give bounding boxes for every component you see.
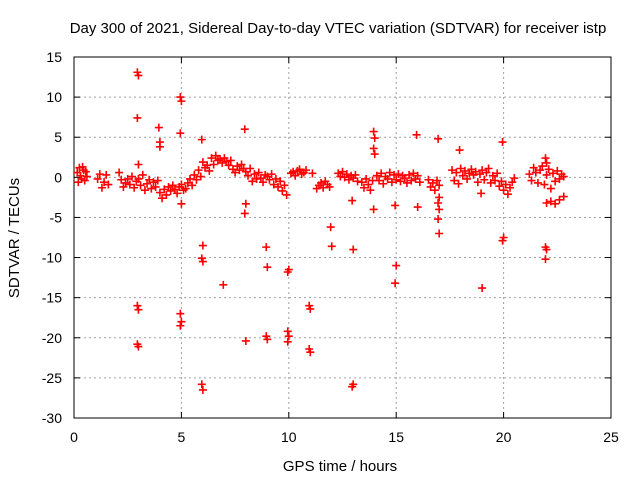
data-point — [156, 143, 164, 151]
data-point — [241, 125, 249, 133]
data-point — [541, 255, 549, 263]
y-tick-label: 15 — [46, 49, 62, 65]
y-tick-label: -20 — [42, 330, 62, 346]
y-tick-label: 0 — [54, 169, 62, 185]
data-point — [328, 242, 336, 250]
x-tick-label: 25 — [603, 429, 619, 445]
data-point — [435, 229, 443, 237]
data-point — [370, 128, 378, 136]
y-tick-label: -5 — [50, 209, 63, 225]
data-point — [348, 197, 356, 205]
y-tick-label: 10 — [46, 89, 62, 105]
x-axis-label: GPS time / hours — [283, 458, 397, 475]
data-point — [392, 262, 400, 270]
data-point — [176, 310, 184, 318]
y-tick-labels: 15 10 5 0 -5 -10 -15 -20 -25 -30 — [42, 49, 62, 426]
data-point — [391, 279, 399, 287]
sdtvar-scatter-chart: Day 300 of 2021, Sidereal Day-to-day VTE… — [0, 0, 640, 480]
data-point — [434, 215, 442, 223]
data-point — [219, 281, 227, 289]
data-point — [371, 134, 379, 142]
data-point — [285, 332, 293, 340]
data-point — [115, 169, 123, 177]
data-point — [370, 144, 378, 152]
data-point — [371, 150, 379, 158]
x-tick-label: 0 — [70, 429, 78, 445]
x-tick-label: 20 — [496, 429, 512, 445]
data-point — [434, 199, 442, 207]
data-point — [134, 160, 142, 168]
data-point — [176, 93, 184, 101]
chart-title: Day 300 of 2021, Sidereal Day-to-day VTE… — [70, 20, 607, 37]
data-point — [176, 129, 184, 137]
data-point — [241, 209, 249, 217]
data-point — [478, 284, 486, 292]
data-points — [73, 68, 568, 394]
data-point — [414, 203, 422, 211]
y-axis-label: SDTVAR / TECUs — [6, 178, 23, 298]
data-point — [499, 138, 507, 146]
data-point — [176, 322, 184, 330]
data-point — [199, 242, 207, 250]
x-tick-label: 5 — [178, 429, 186, 445]
x-tick-label: 10 — [281, 429, 297, 445]
x-tick-labels: 0 5 10 15 20 25 — [70, 429, 619, 445]
data-point — [540, 181, 548, 189]
data-point — [543, 199, 551, 207]
data-point — [242, 200, 250, 208]
data-point — [456, 146, 464, 154]
data-point — [391, 201, 399, 209]
data-point — [177, 318, 185, 326]
x-tick-label: 15 — [388, 429, 404, 445]
data-point — [177, 200, 185, 208]
data-point — [283, 191, 291, 199]
plot-border — [74, 57, 611, 418]
data-point — [434, 135, 442, 143]
data-point — [435, 205, 443, 213]
data-point — [349, 246, 357, 254]
data-point — [155, 124, 163, 132]
data-point — [547, 185, 555, 193]
data-point — [327, 223, 335, 231]
plot-frame — [74, 57, 611, 418]
data-point — [134, 306, 142, 314]
y-tick-label: -30 — [42, 410, 62, 426]
y-tick-label: -10 — [42, 250, 62, 266]
data-point — [284, 327, 292, 335]
data-point — [370, 205, 378, 213]
y-tick-label: 5 — [54, 129, 62, 145]
data-point — [263, 263, 271, 271]
y-tick-label: -25 — [42, 370, 62, 386]
data-point — [133, 114, 141, 122]
data-point — [262, 243, 270, 251]
grid-lines — [74, 57, 611, 418]
axis-ticks — [74, 57, 611, 418]
data-point — [199, 386, 207, 394]
data-point — [435, 193, 443, 201]
data-point — [284, 338, 292, 346]
y-tick-label: -15 — [42, 290, 62, 306]
data-point — [198, 380, 206, 388]
data-point — [477, 189, 485, 197]
data-point — [177, 97, 185, 105]
data-point — [133, 302, 141, 310]
data-point — [541, 154, 549, 162]
data-point — [242, 337, 250, 345]
